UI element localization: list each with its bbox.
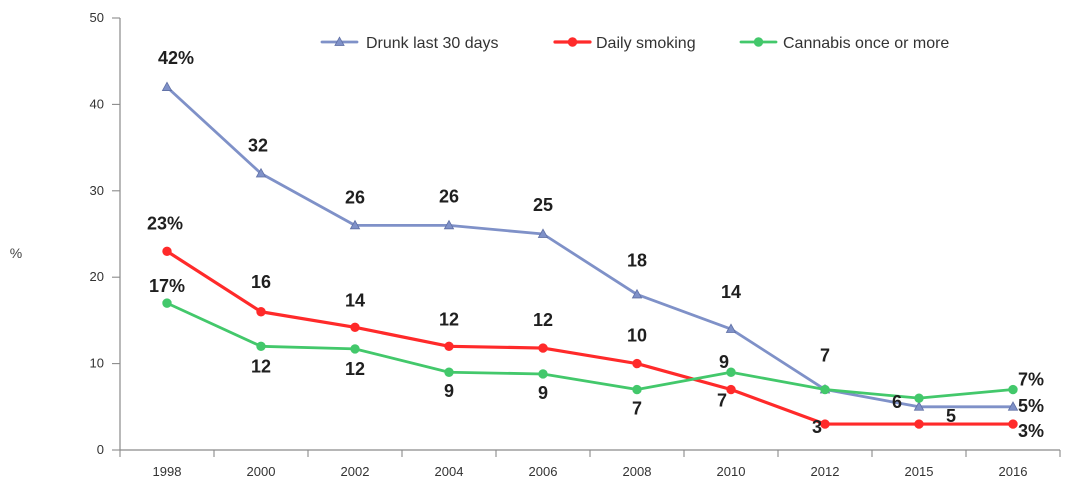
x-tick-label: 1998: [153, 464, 182, 479]
data-label: 7: [717, 391, 727, 411]
data-label: 12: [251, 356, 271, 376]
series-point: [161, 81, 173, 91]
data-label: 32: [248, 136, 268, 156]
data-label: 23%: [147, 213, 183, 233]
x-tick-label: 2002: [341, 464, 370, 479]
series-point: [1007, 401, 1019, 411]
data-label: 6: [892, 392, 902, 412]
data-label: 12: [345, 359, 365, 379]
data-label: 12: [439, 309, 459, 329]
series-line: [165, 85, 1015, 409]
legend-marker: [753, 37, 764, 47]
legend-label: Daily smoking: [596, 35, 696, 52]
series-point: [255, 167, 267, 178]
series-point: [914, 393, 924, 403]
series-point: [1008, 384, 1018, 395]
legend-label: Drunk last 30 days: [366, 35, 499, 52]
y-tick-label: 20: [90, 269, 104, 284]
data-label: 9: [444, 381, 454, 401]
y-tick-label: 50: [90, 10, 104, 25]
legend-marker: [334, 36, 345, 46]
data-label: 9: [719, 352, 729, 372]
x-tick-label: 2008: [623, 464, 652, 479]
x-tick-label: 2000: [247, 464, 276, 479]
data-label: 26: [345, 187, 365, 207]
series-point: [350, 322, 360, 333]
y-tick-label: 0: [97, 442, 104, 457]
series-point: [726, 384, 736, 395]
legend-marker: [567, 37, 578, 47]
y-tick-label: 10: [90, 356, 104, 371]
data-label: 7%: [1018, 370, 1044, 390]
y-tick-label: 40: [90, 96, 104, 111]
data-label: 12: [533, 310, 553, 330]
series-layer: [161, 81, 1019, 429]
series-point: [538, 369, 548, 379]
y-axis-label: %: [10, 245, 22, 261]
series-point: [444, 367, 454, 377]
series-point: [631, 288, 643, 299]
series-point: [1008, 419, 1018, 429]
data-label: 10: [627, 326, 647, 346]
series-point: [162, 298, 172, 308]
data-label: 42%: [158, 48, 194, 68]
y-tick-label: 30: [90, 183, 104, 198]
series-point: [914, 419, 924, 429]
series-point: [913, 401, 925, 411]
series-point: [725, 323, 737, 333]
series-point: [537, 228, 549, 238]
data-label: 3%: [1018, 421, 1044, 441]
x-tick-label: 2010: [717, 464, 746, 479]
x-tick-label: 2016: [999, 464, 1028, 479]
data-labels-layer: 42% 32 26 26 25 18 14 7 6 5% 23% 16 14 12 12 10 7 3 5 3% 17%…: [147, 48, 1044, 441]
axes-layer: % 0 10 20 30 40 50 1998 2000 2002 2004 2006 2008 2010…: [10, 10, 1061, 479]
legend-label: Cannabis once or more: [783, 35, 949, 52]
data-label: 16: [251, 272, 271, 292]
series-point: [726, 367, 736, 377]
legend: Drunk last 30 days Daily smoking Cannabis …: [320, 35, 949, 52]
data-label: 7: [820, 346, 830, 366]
x-tick-label: 2004: [435, 464, 464, 479]
data-label: 7: [632, 399, 642, 419]
data-label: 14: [345, 290, 365, 310]
series-point: [820, 419, 830, 429]
data-label: 25: [533, 195, 553, 215]
series-point: [256, 341, 266, 352]
series-point: [350, 344, 360, 354]
data-label: 18: [627, 250, 647, 270]
data-label: 9: [538, 383, 548, 403]
x-tick-label: 2012: [811, 464, 840, 479]
series-line: [165, 301, 1015, 400]
data-label: 14: [721, 282, 741, 302]
data-label: 26: [439, 186, 459, 206]
data-label: 17%: [149, 276, 185, 296]
series-point: [444, 341, 454, 352]
series-point: [349, 219, 361, 230]
series-point: [538, 343, 548, 353]
series-line: [165, 249, 1015, 426]
series-point: [162, 246, 172, 256]
x-tick-label: 2015: [905, 464, 934, 479]
data-label: 5%: [1018, 396, 1044, 416]
data-label: 3: [812, 417, 822, 437]
series-point: [820, 384, 830, 395]
series-point: [632, 358, 642, 369]
x-tick-label: 2006: [529, 464, 558, 479]
series-point: [632, 384, 642, 395]
series-point: [256, 307, 266, 317]
series-point: [443, 219, 455, 230]
data-label: 5: [946, 406, 956, 426]
